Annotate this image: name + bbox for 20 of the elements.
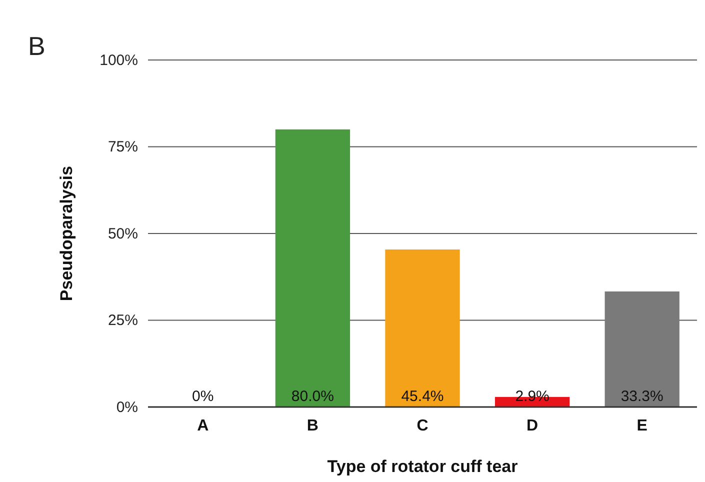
x-axis-title: Type of rotator cuff tear — [327, 457, 518, 476]
data-label: 0% — [192, 388, 214, 405]
bar — [275, 129, 350, 407]
y-axis-title: Pseudoparalysis — [57, 166, 76, 302]
x-tick-label: D — [526, 417, 538, 434]
y-tick-label: 25% — [108, 312, 138, 330]
x-tick-label: E — [636, 417, 648, 434]
bar — [385, 249, 460, 407]
y-tick-label: 0% — [116, 398, 138, 416]
y-tick-label: 50% — [108, 225, 138, 242]
y-tick-label: 75% — [108, 138, 138, 156]
data-label: 80.0% — [291, 388, 334, 405]
x-tick-label: B — [306, 417, 318, 434]
y-tick-label: 100% — [100, 52, 138, 69]
x-tick-label: C — [416, 417, 429, 434]
data-label: 45.4% — [401, 388, 444, 405]
chart-title: B — [28, 31, 46, 61]
bar — [604, 291, 680, 407]
data-label: 33.3% — [620, 388, 664, 405]
x-tick-label: A — [197, 417, 210, 434]
